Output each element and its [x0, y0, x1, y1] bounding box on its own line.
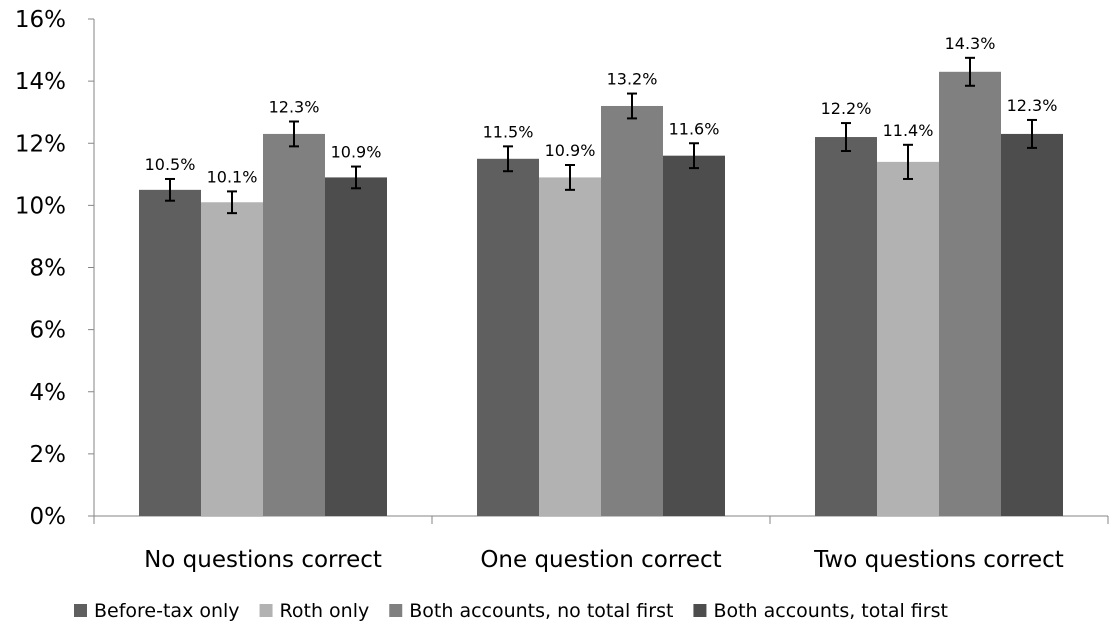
category-label: Two questions correct — [813, 547, 1064, 573]
bar — [201, 202, 263, 517]
bar — [601, 105, 663, 516]
legend-label: Both accounts, total first — [713, 600, 947, 622]
bar — [877, 161, 939, 516]
bar — [325, 177, 387, 516]
bar-group — [139, 71, 1063, 517]
legend-swatch — [693, 604, 707, 617]
bar — [939, 71, 1001, 517]
y-tick-label: 10% — [15, 193, 66, 219]
data-label: 10.9% — [331, 143, 382, 162]
y-tick-label: 12% — [15, 131, 66, 157]
legend-item: Before-tax only — [74, 600, 240, 622]
legend-item: Both accounts, no total first — [389, 600, 673, 622]
legend-swatch — [389, 604, 403, 617]
bar — [1001, 133, 1063, 516]
data-label: 10.9% — [545, 141, 596, 160]
data-label: 12.3% — [269, 98, 320, 117]
data-label-group: 10.5% 11.5% 12.2% 10.1% 10.9% 11.4% 12.3% 13.2%… — [145, 34, 1058, 187]
data-label: 10.1% — [207, 167, 258, 186]
data-label: 11.5% — [483, 122, 534, 141]
data-label: 12.2% — [821, 99, 872, 118]
data-label: 10.5% — [145, 155, 196, 174]
data-label: 11.4% — [883, 121, 934, 140]
y-tick-label: 14% — [15, 69, 66, 95]
y-axis: 0% 2% 4% 6% 8% 10% 12% 14% 16% — [15, 7, 95, 530]
data-label: 12.3% — [1007, 96, 1058, 115]
legend-item: Both accounts, total first — [693, 600, 948, 622]
bar — [663, 155, 725, 517]
category-label: One question correct — [480, 547, 721, 573]
legend-label: Before-tax only — [94, 600, 240, 622]
bar — [539, 177, 601, 516]
legend-label: Roth only — [280, 600, 370, 622]
legend: Before-tax only Roth only Both accounts, n… — [74, 600, 948, 622]
bar — [477, 158, 539, 516]
legend-swatch — [74, 604, 87, 617]
bar — [139, 189, 201, 516]
legend-item: Roth only — [259, 600, 370, 622]
y-tick-label: 8% — [30, 256, 67, 282]
data-label: 11.6% — [669, 119, 720, 138]
bar — [263, 133, 325, 516]
y-tick-label: 0% — [30, 504, 67, 530]
bar — [815, 137, 877, 516]
y-tick-label: 16% — [15, 7, 66, 33]
y-tick-label: 6% — [30, 318, 67, 344]
category-label: No questions correct — [144, 547, 382, 573]
x-axis: No questions correct One question correct… — [93, 515, 1109, 573]
legend-label: Both accounts, no total first — [409, 600, 673, 622]
error-bar-group — [165, 56, 1037, 215]
legend-swatch — [259, 604, 273, 617]
y-tick-label: 2% — [30, 442, 67, 468]
y-tick-label: 4% — [30, 380, 67, 406]
data-label: 13.2% — [607, 70, 658, 89]
data-label: 14.3% — [945, 34, 996, 53]
